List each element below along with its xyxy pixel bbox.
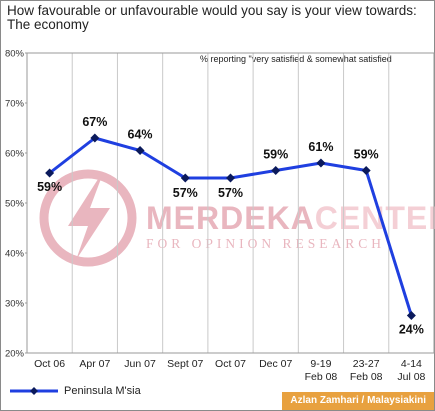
chart-subtitle: % reporting "very satisfied & somewhat s… <box>200 54 392 64</box>
data-point <box>90 133 100 143</box>
data-label: 61% <box>308 140 333 154</box>
x-tick-label: Apr 07 <box>79 358 110 370</box>
y-tick-label: 20% <box>5 349 25 360</box>
legend-label: Peninsula M'sia <box>64 385 141 397</box>
y-tick-label: 30% <box>5 299 25 310</box>
data-label: 57% <box>173 186 198 200</box>
data-label: 57% <box>218 186 243 200</box>
data-label: 59% <box>354 148 379 162</box>
x-tick-label: 9-19 <box>310 358 331 370</box>
data-point <box>406 311 416 320</box>
data-point <box>226 173 235 183</box>
x-tick-label: Feb 08 <box>305 371 338 383</box>
data-label: 24% <box>399 323 424 337</box>
x-tick-label: Dec 07 <box>259 358 292 370</box>
legend: Peninsula M'sia <box>8 384 141 398</box>
data-point <box>271 166 281 175</box>
plot-area <box>26 52 435 354</box>
data-point <box>180 173 190 183</box>
x-tick-label: Jul 08 <box>397 371 425 383</box>
x-tick-label: Oct 06 <box>34 358 65 370</box>
x-tick-label: 4-14 <box>401 358 422 370</box>
series-line <box>48 136 413 316</box>
x-tick-label: Oct 07 <box>215 358 246 370</box>
y-tick-label: 80% <box>5 49 25 60</box>
data-point <box>45 168 55 178</box>
x-tick-label: 23-27 <box>353 358 380 370</box>
chart-title: How favourable or unfavourable would you… <box>7 3 417 32</box>
x-tick-label: Jun 07 <box>124 358 156 370</box>
data-point <box>361 166 371 175</box>
x-tick-label: Sept 07 <box>167 358 203 370</box>
data-label: 59% <box>263 148 288 162</box>
image-credit: Azlan Zamhari / Malaysiakini <box>282 392 434 410</box>
y-tick-label: 50% <box>5 199 25 210</box>
watermark-brand: MERDEKACENTER <box>146 200 435 236</box>
data-label: 64% <box>128 128 153 142</box>
data-label: 67% <box>82 115 107 129</box>
data-point <box>316 158 326 168</box>
data-point <box>135 146 145 155</box>
merdeka-center-logo-icon <box>39 169 137 267</box>
y-tick-label: 60% <box>5 149 25 160</box>
legend-swatch <box>10 387 58 395</box>
y-tick-label: 70% <box>5 99 25 110</box>
watermark-tagline: FOR OPINION RESEARCH <box>146 236 386 251</box>
y-tick-label: 40% <box>5 249 25 260</box>
x-tick-label: Feb 08 <box>350 371 383 383</box>
data-label: 59% <box>37 180 62 194</box>
